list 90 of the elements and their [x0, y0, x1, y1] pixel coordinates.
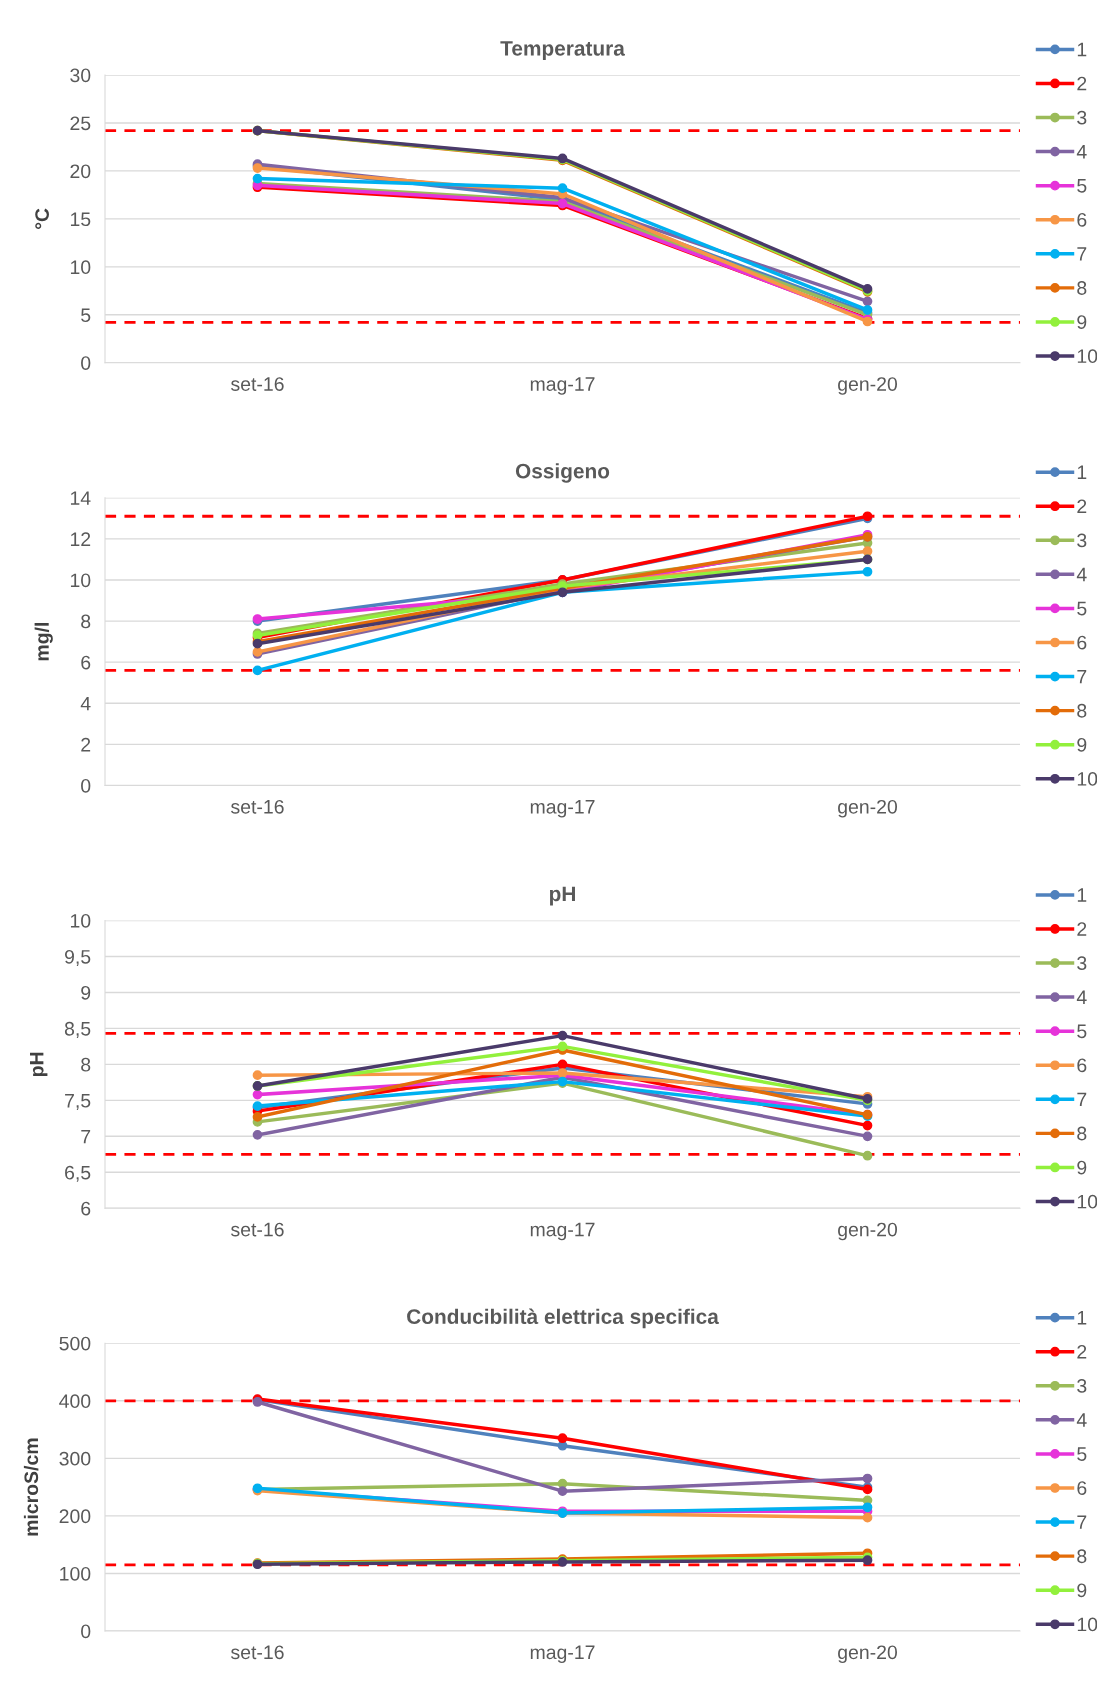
y-axis-title: pH — [30, 1052, 48, 1077]
legend-label: 3 — [1077, 956, 1087, 971]
legend-label: 8 — [1077, 1549, 1087, 1564]
y-tick-label: 6,5 — [65, 1165, 91, 1182]
legend-label: 4 — [1076, 145, 1087, 159]
legend-label: 5 — [1077, 1447, 1087, 1461]
y-tick-label: 30 — [70, 68, 91, 83]
y-tick-label: 8 — [81, 1057, 91, 1072]
x-tick-label: set-16 — [231, 1645, 284, 1660]
y-tick-label: 2 — [81, 737, 91, 752]
chart-title: Ossigeno — [515, 463, 610, 483]
y-tick-label: 0 — [81, 778, 91, 793]
y-tick-label: 6 — [81, 1201, 91, 1216]
x-tick-label: gen-20 — [838, 799, 898, 818]
legend-label: 9 — [1077, 737, 1087, 752]
legend-label: 10 — [1077, 1194, 1097, 1209]
x-tick-label: gen-20 — [838, 1222, 898, 1241]
legend-label: 7 — [1077, 1092, 1087, 1107]
legend-label: 4 — [1076, 567, 1087, 582]
x-tick-label: mag-17 — [530, 1222, 595, 1241]
legend-label: 9 — [1077, 1160, 1087, 1175]
y-tick-label: 15 — [70, 212, 91, 227]
legend-label: 1 — [1077, 465, 1087, 479]
y-tick-label: 9,5 — [64, 949, 91, 966]
y-tick-label: 7,5 — [65, 1094, 91, 1110]
legend-label: 4 — [1076, 990, 1087, 1004]
legend-label: 3 — [1077, 533, 1087, 548]
legend-label: 6 — [1077, 635, 1087, 650]
legend-label: 2 — [1077, 1344, 1087, 1359]
y-tick-label: 100 — [60, 1566, 91, 1581]
x-tick-label: mag-17 — [530, 1645, 595, 1664]
y-tick-label: 8 — [81, 614, 91, 629]
chart-title: pH — [549, 886, 575, 906]
y-tick-label: 12 — [70, 532, 91, 546]
y-tick-label: 10 — [70, 913, 91, 928]
y-tick-label: 4 — [80, 696, 91, 711]
legend-label: 3 — [1077, 110, 1087, 125]
legend-label: 10 — [1077, 1617, 1097, 1632]
legend-label: 2 — [1077, 499, 1087, 514]
x-tick-label: set-16 — [231, 799, 284, 814]
legend-label: 4 — [1076, 1413, 1087, 1427]
legend-label: 7 — [1077, 669, 1087, 684]
y-tick-label: 5 — [81, 308, 91, 323]
y-tick-label: 20 — [70, 164, 91, 179]
legend-label: 2 — [1077, 922, 1087, 936]
legend-label: 7 — [1077, 1515, 1087, 1529]
legend-label: 3 — [1077, 1379, 1087, 1393]
legend-label: 1 — [1077, 1311, 1087, 1325]
legend-label: 8 — [1077, 281, 1087, 295]
y-tick-label: 10 — [70, 260, 91, 275]
legend-label: 5 — [1077, 601, 1087, 616]
legend-label: 7 — [1077, 247, 1087, 261]
y-tick-label: 25 — [70, 116, 91, 131]
x-tick-label: set-16 — [231, 377, 284, 391]
y-axis-title: °C — [35, 208, 49, 229]
y-tick-label: 6 — [81, 655, 91, 670]
legend-label: 9 — [1077, 315, 1087, 329]
legend-label: 1 — [1077, 42, 1087, 57]
chart-title: Temperatura — [500, 41, 625, 60]
x-tick-label: mag-17 — [530, 377, 595, 395]
legend-label: 9 — [1077, 1583, 1087, 1598]
y-tick-label: 300 — [59, 1451, 91, 1466]
legend-label: 10 — [1077, 349, 1097, 364]
legend-label: 8 — [1077, 703, 1087, 718]
y-tick-label: 9 — [81, 985, 91, 1000]
x-tick-label: mag-17 — [530, 800, 595, 818]
y-tick-label: 400 — [59, 1394, 91, 1409]
y-tick-label: 7 — [81, 1129, 91, 1144]
legend-label: 10 — [1077, 772, 1097, 786]
legend-label: 6 — [1077, 212, 1087, 227]
legend-label: 6 — [1077, 1058, 1087, 1073]
legend-label: 5 — [1077, 1024, 1087, 1039]
x-tick-label: gen-20 — [838, 377, 898, 395]
chart-title: Conducibilità elettrica specifica — [407, 1308, 719, 1329]
y-tick-label: 500 — [59, 1336, 91, 1351]
y-tick-label: 0 — [81, 356, 91, 370]
y-tick-label: 10 — [70, 573, 91, 588]
legend-label: 8 — [1077, 1126, 1087, 1141]
x-tick-label: set-16 — [231, 1222, 284, 1237]
legend-label: 2 — [1077, 76, 1087, 91]
y-tick-label: 0 — [81, 1624, 91, 1639]
legend-label: 5 — [1077, 179, 1087, 193]
y-axis-title: mg/l — [34, 623, 53, 661]
legend-label: 1 — [1077, 888, 1087, 902]
y-axis-title: microS/cm — [23, 1438, 39, 1536]
legend-label: 6 — [1077, 1481, 1087, 1495]
y-tick-label: 14 — [70, 491, 91, 505]
y-tick-label: 8,5 — [64, 1021, 91, 1038]
y-tick-label: 200 — [59, 1509, 91, 1524]
x-tick-label: gen-20 — [838, 1645, 898, 1664]
